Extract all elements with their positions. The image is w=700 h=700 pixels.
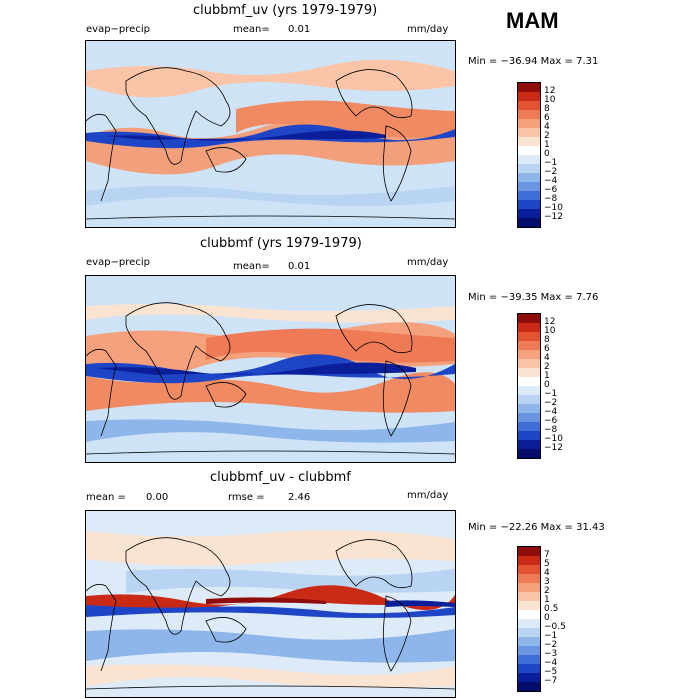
panel1-cb-label: 2 [544, 131, 550, 141]
panel2-cb-label: −2 [544, 398, 558, 408]
panel3-map-field [86, 511, 455, 697]
panel2-cb-label: 2 [544, 362, 550, 372]
panel2-cb-label: −1 [544, 389, 558, 399]
panel3-cb-label: 7 [544, 550, 550, 560]
panel2-cb-label: −6 [544, 416, 558, 426]
panel2-cb-label: −4 [544, 407, 558, 417]
panel3-cb-label: −5 [544, 667, 558, 677]
panel2-cb-label: 10 [544, 326, 556, 336]
panel1-cb-label: −10 [544, 203, 563, 213]
panel2-mean-label: mean= [233, 261, 270, 272]
panel1-map [85, 40, 456, 228]
panel3-cb-label: 3 [544, 577, 550, 587]
panel1-cb-label: 6 [544, 113, 550, 123]
panel3-cb-label: −1 [544, 631, 558, 641]
panel1-cb-label: −6 [544, 185, 558, 195]
season-title: MAM [506, 8, 559, 33]
panel3-cb-label: −4 [544, 658, 558, 668]
panel1-cb-label: 1 [544, 140, 550, 150]
panel1-mean-label: mean= [233, 24, 270, 35]
panel3-rmse-value: 2.46 [288, 492, 311, 503]
panel3-title: clubbmf_uv - clubbmf [210, 470, 351, 485]
panel3-cb-label: −0.5 [544, 622, 566, 632]
panel1-units: mm/day [407, 24, 449, 35]
panel1-cb-label: 4 [544, 122, 550, 132]
panel3-cb-label: 0 [544, 613, 550, 623]
panel1-cb-label: 0 [544, 149, 550, 159]
panel2-field-label: evap−precip [86, 257, 150, 268]
panel2-units: mm/day [407, 257, 449, 268]
panel3-cb-label: 5 [544, 559, 550, 569]
panel2-title: clubbmf (yrs 1979-1979) [200, 236, 362, 251]
panel1-field-label: evap−precip [86, 24, 150, 35]
panel1-cb-label: 12 [544, 86, 556, 96]
panel2-cb-label: 0 [544, 380, 550, 390]
panel1-cb-label: −4 [544, 176, 558, 186]
panel1-title: clubbmf_uv (yrs 1979-1979) [193, 3, 378, 18]
panel2-colorbar [517, 313, 541, 459]
panel2-minmax: Min = −39.35 Max = 7.76 [468, 292, 599, 303]
panel3-cb-label: −2 [544, 640, 558, 650]
panel3-units: mm/day [407, 490, 449, 501]
panel3-rmse-label: rmse = [228, 492, 265, 503]
panel1-cb-label: 10 [544, 95, 556, 105]
panel2-cb-label: 8 [544, 335, 550, 345]
panel1-cb-label: −1 [544, 158, 558, 168]
panel2-map-field [86, 276, 455, 462]
panel1-cb-label: 8 [544, 104, 550, 114]
panel3-mean-value: 0.00 [146, 492, 169, 503]
panel3-map [85, 510, 456, 698]
panel1-map-field [86, 41, 455, 227]
panel3-mean-label: mean = [86, 492, 126, 503]
panel3-cb-label: 1 [544, 595, 550, 605]
panel3-cb-label: 2 [544, 586, 550, 596]
panel1-colorbar [517, 82, 541, 228]
panel2-cb-label: 12 [544, 317, 556, 327]
panel3-colorbar [517, 546, 541, 692]
panel2-cb-label: 6 [544, 344, 550, 354]
panel3-minmax: Min = −22.26 Max = 31.43 [468, 522, 605, 533]
panel3-cb-label: 4 [544, 568, 550, 578]
panel3-cb-label: −3 [544, 649, 558, 659]
panel2-cb-label: 4 [544, 353, 550, 363]
panel3-cb-label: 0.5 [544, 604, 559, 614]
panel2-cb-label: −10 [544, 434, 563, 444]
panel2-mean-value: 0.01 [288, 261, 311, 272]
panel2-cb-label: −12 [544, 443, 563, 453]
panel2-map [85, 275, 456, 463]
panel1-mean-value: 0.01 [288, 24, 311, 35]
panel1-cb-label: −12 [544, 212, 563, 222]
panel3-cb-label: −7 [544, 676, 558, 686]
panel1-cb-label: −8 [544, 194, 558, 204]
panel2-cb-label: −8 [544, 425, 558, 435]
panel1-minmax: Min = −36.94 Max = 7.31 [468, 56, 599, 67]
panel1-cb-label: −2 [544, 167, 558, 177]
panel2-cb-label: 1 [544, 371, 550, 381]
